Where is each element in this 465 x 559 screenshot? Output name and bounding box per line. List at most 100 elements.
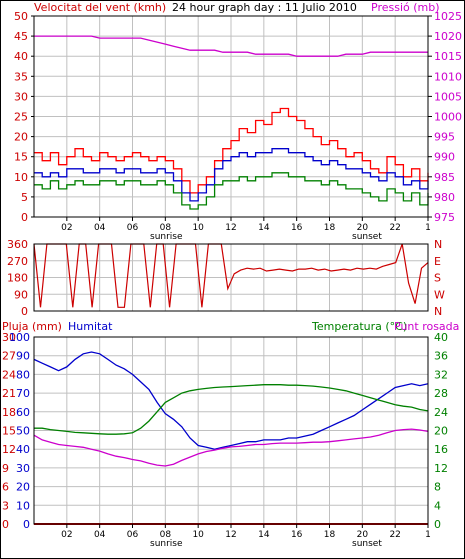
humidity-ytick-label: 10 <box>16 499 30 512</box>
wind-panel-xtick-label: 04 <box>94 223 106 233</box>
wind-ytick-label: 10 <box>14 171 28 184</box>
wind-ytick-label: 50 <box>14 10 28 23</box>
temperature-ytick-label: 4 <box>434 499 441 512</box>
wind-ytick-label: 20 <box>14 131 28 144</box>
humidity-ytick-label: 50 <box>16 425 30 438</box>
humidity-ytick-label: 90 <box>16 350 30 363</box>
wind-panel-xtick-label: 22 <box>389 223 400 233</box>
rain-ytick-label: 15 <box>2 425 16 438</box>
wind-panel-xtick-label: 06 <box>127 223 139 233</box>
rain-ytick-label: 30 <box>2 331 16 344</box>
humidity-ytick-label: 40 <box>16 443 30 456</box>
temperature-axis-label: Temperatura (°C) <box>311 320 407 333</box>
pressure-ytick-label: 995 <box>434 131 455 144</box>
temperature-ytick-label: 20 <box>434 425 448 438</box>
temperature-ytick-label: 16 <box>434 443 448 456</box>
wind-ytick-label: 40 <box>14 50 28 63</box>
climate-panel-xtick-label: 14 <box>258 530 270 540</box>
wind-panel-xtick-label: 10 <box>192 223 204 233</box>
series-wind_min <box>34 172 429 210</box>
wind-ytick-label: 30 <box>14 90 28 103</box>
wind-panel-xtick-label: 08 <box>160 223 172 233</box>
series-gust <box>34 107 429 194</box>
direction-ytick-label: 180 <box>7 272 28 285</box>
pressure-ytick-label: 985 <box>434 171 455 184</box>
wind-ytick-label: 45 <box>14 30 28 43</box>
pressure-ytick-label: 980 <box>434 191 455 204</box>
pressure-ytick-label: 1020 <box>434 30 462 43</box>
climate-panel-xtick-label: 22 <box>389 530 400 540</box>
compass-tick-label: W <box>434 288 445 301</box>
sunrise-label-bottom: sunrise <box>150 539 183 549</box>
temperature-ytick-label: 8 <box>434 481 441 494</box>
dewpoint-axis-label: Punt rosada <box>394 320 459 333</box>
temperature-ytick-label: 0 <box>434 518 441 531</box>
compass-tick-label: N <box>434 305 442 318</box>
pressure-ytick-label: 1005 <box>434 90 462 103</box>
climate-panel-xtick-label: 1 <box>425 530 431 540</box>
temperature-ytick-label: 40 <box>434 331 448 344</box>
climate-panel-xtick-label: 04 <box>94 530 106 540</box>
rain-ytick-label: 3 <box>2 499 9 512</box>
climate-panel-grid <box>34 336 429 525</box>
pressure-ytick-label: 1000 <box>434 111 462 124</box>
rain-ytick-label: 27 <box>2 350 16 363</box>
humidity-ytick-label: 60 <box>16 406 30 419</box>
compass-tick-label: N <box>434 238 442 251</box>
sunset-label-bottom: sunset <box>352 539 382 549</box>
pressure-ytick-label: 990 <box>434 151 455 164</box>
rain-ytick-label: 6 <box>2 481 9 494</box>
wind-ytick-label: 0 <box>21 211 28 224</box>
chart-title: 24 hour graph day : 11 Julio 2010 <box>172 1 357 14</box>
series-humidity <box>33 351 429 450</box>
wind-ytick-label: 25 <box>14 111 28 124</box>
pressure-ytick-label: 1010 <box>434 70 462 83</box>
temperature-ytick-label: 28 <box>434 387 448 400</box>
rain-ytick-label: 24 <box>2 368 16 381</box>
climate-panel-xtick-label: 02 <box>61 530 72 540</box>
rain-ytick-label: 0 <box>2 518 9 531</box>
climate-panel-xtick-label: 12 <box>225 530 236 540</box>
temperature-ytick-label: 24 <box>434 406 448 419</box>
wind-panel-axes: 0510152025303540455097598098599099510001… <box>14 10 462 233</box>
pressure-ytick-label: 1025 <box>434 10 462 23</box>
series-wind_avg <box>34 148 429 202</box>
rain-ytick-label: 18 <box>2 406 16 419</box>
humidity-ytick-label: 70 <box>16 387 30 400</box>
climate-panel-xtick-label: 16 <box>291 530 303 540</box>
direction-ytick-label: 90 <box>14 288 28 301</box>
direction-ytick-label: 0 <box>21 305 28 318</box>
sunset-label-top: sunset <box>352 232 382 242</box>
sunrise-label-top: sunrise <box>150 232 183 242</box>
rain-axis-label: Pluja (mm) <box>2 320 62 333</box>
humidity-axis-label: Humitat <box>68 320 113 333</box>
rain-ytick-label: 9 <box>2 462 9 475</box>
rain-ytick-label: 21 <box>2 387 16 400</box>
wind-axis-label: Velocitat del vent (kmh) <box>34 1 166 14</box>
wind-ytick-label: 5 <box>21 191 28 204</box>
humidity-ytick-label: 80 <box>16 368 30 381</box>
series-dewpoint <box>33 428 429 467</box>
pressure-ytick-label: 975 <box>434 211 455 224</box>
temperature-ytick-label: 12 <box>434 462 448 475</box>
series-pressure <box>34 35 428 57</box>
humidity-ytick-label: 0 <box>23 518 30 531</box>
humidity-ytick-label: 100 <box>9 331 30 344</box>
climate-panel-xtick-label: 08 <box>160 530 172 540</box>
wind-panel-xtick-label: 12 <box>225 223 236 233</box>
wind-panel-xtick-label: 20 <box>357 223 369 233</box>
temperature-ytick-label: 36 <box>434 350 448 363</box>
direction-ytick-label: 360 <box>7 238 28 251</box>
climate-panel-xtick-label: 10 <box>192 530 204 540</box>
wind-panel-xtick-label: 16 <box>291 223 303 233</box>
climate-panel-xtick-label: 20 <box>357 530 369 540</box>
wind-panel-series <box>34 35 429 210</box>
wind-panel-xtick-label: 02 <box>61 223 72 233</box>
temperature-ytick-label: 32 <box>434 368 448 381</box>
wind-panel-xtick-label: 18 <box>324 223 336 233</box>
wind-panel-xtick-label: 14 <box>258 223 270 233</box>
climate-panel-xtick-label: 18 <box>324 530 336 540</box>
